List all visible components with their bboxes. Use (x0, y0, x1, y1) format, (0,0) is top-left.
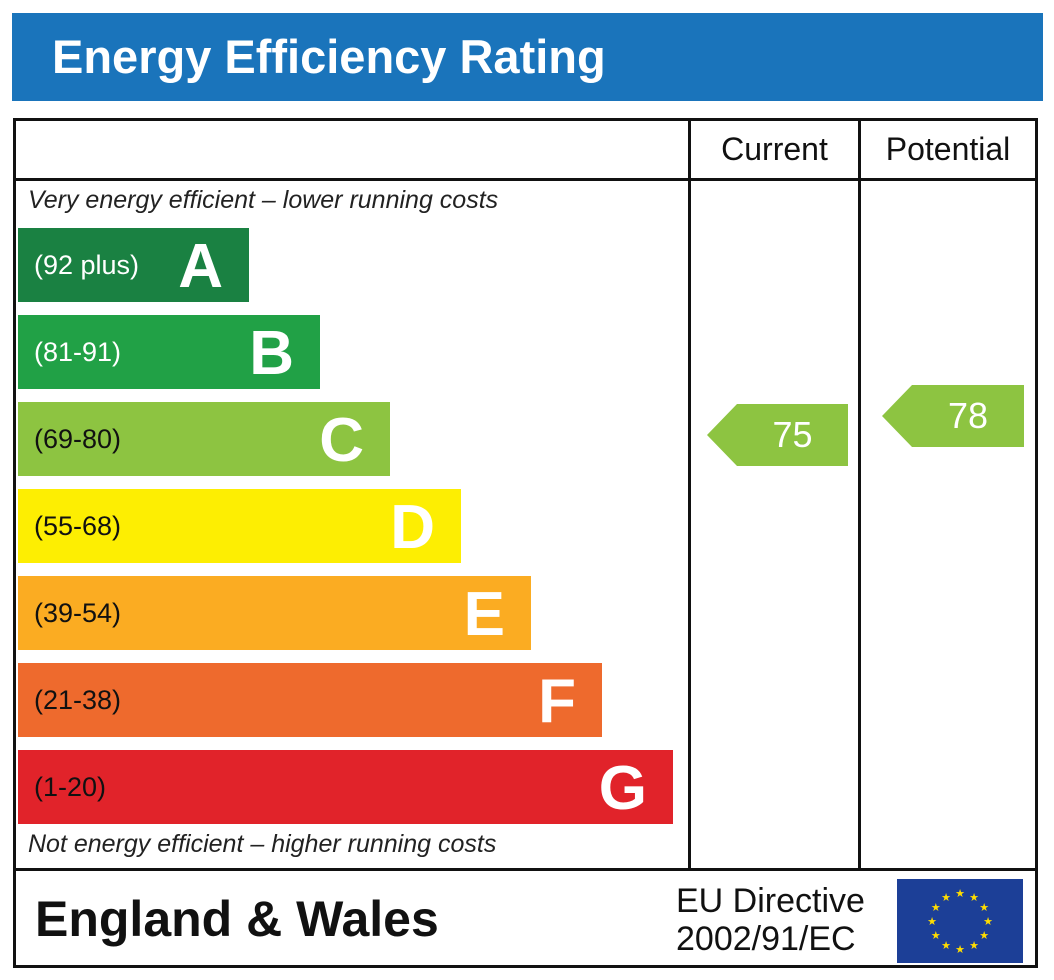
page-title: Energy Efficiency Rating (52, 30, 606, 83)
eu-star: ★ (931, 901, 941, 914)
band-b-range: (81-91) (34, 337, 122, 367)
eu-directive-label: EU Directive 2002/91/EC (676, 882, 865, 958)
band-f-letter: F (538, 667, 576, 736)
current-column-divider (688, 118, 691, 870)
potential-column-divider (858, 118, 861, 870)
band-c-range: (69-80) (34, 424, 122, 454)
band-e-letter: E (463, 580, 505, 649)
band-f-range: (21-38) (34, 685, 122, 715)
region-label: England & Wales (35, 891, 439, 947)
eu-directive-line2: 2002/91/EC (676, 920, 856, 958)
eu-stars-icon: ★ ★★★★★★★★★★★ (927, 887, 993, 956)
header-row-divider (13, 178, 1038, 181)
eu-star: ★ (979, 929, 989, 942)
potential-rating-value: 78 (947, 395, 989, 436)
band-g-range: (1-20) (34, 772, 107, 802)
potential-arrow-shape (882, 385, 1024, 447)
eu-star: ★ (931, 929, 941, 942)
band-d-letter: D (390, 493, 435, 562)
band-a-letter: A (178, 232, 223, 301)
current-arrow-shape (707, 404, 848, 466)
bottom-caption: Not energy efficient – higher running co… (28, 830, 497, 858)
band-b: (81-91) B (18, 315, 320, 389)
top-caption: Very energy efficient – lower running co… (28, 186, 499, 214)
chart-frame (13, 118, 1038, 968)
band-b-letter: B (249, 319, 294, 388)
band-g: (1-20) G (18, 750, 673, 824)
potential-rating-arrow: 78 (882, 385, 1024, 447)
eu-star: ★ (941, 939, 951, 952)
potential-column-header: Potential (885, 131, 1011, 167)
eu-flag-icon: ★ ★ ★ ★ ★ ★ ★ ★ ★ ★ ★ ★ (897, 879, 1023, 963)
band-e-range: (39-54) (34, 598, 122, 628)
eu-star: ★ (955, 943, 965, 956)
band-e: (39-54) E (18, 576, 531, 650)
eu-directive-line1: EU Directive (676, 882, 865, 920)
eu-star: ★ (927, 915, 937, 928)
band-d-range: (55-68) (34, 511, 122, 541)
band-d: (55-68) D (18, 489, 461, 563)
eu-star: ★ (969, 891, 979, 904)
band-g-letter: G (598, 754, 647, 823)
band-f: (21-38) F (18, 663, 602, 737)
current-rating-arrow: 75 (707, 404, 848, 466)
band-a-range: (92 plus) (34, 250, 140, 280)
band-c: (69-80) C (18, 402, 390, 476)
current-rating-value: 75 (772, 414, 813, 455)
eu-star: ★ (983, 915, 993, 928)
eu-star: ★ (955, 887, 965, 900)
current-column-header: Current (721, 131, 828, 167)
band-a: (92 plus) A (18, 228, 249, 302)
footer-divider (13, 868, 1038, 871)
header-bar: Energy Efficiency Rating (12, 13, 1043, 101)
eu-star: ★ (941, 891, 951, 904)
eu-star: ★ (979, 901, 989, 914)
eu-star: ★ (969, 939, 979, 952)
band-c-letter: C (319, 406, 364, 475)
